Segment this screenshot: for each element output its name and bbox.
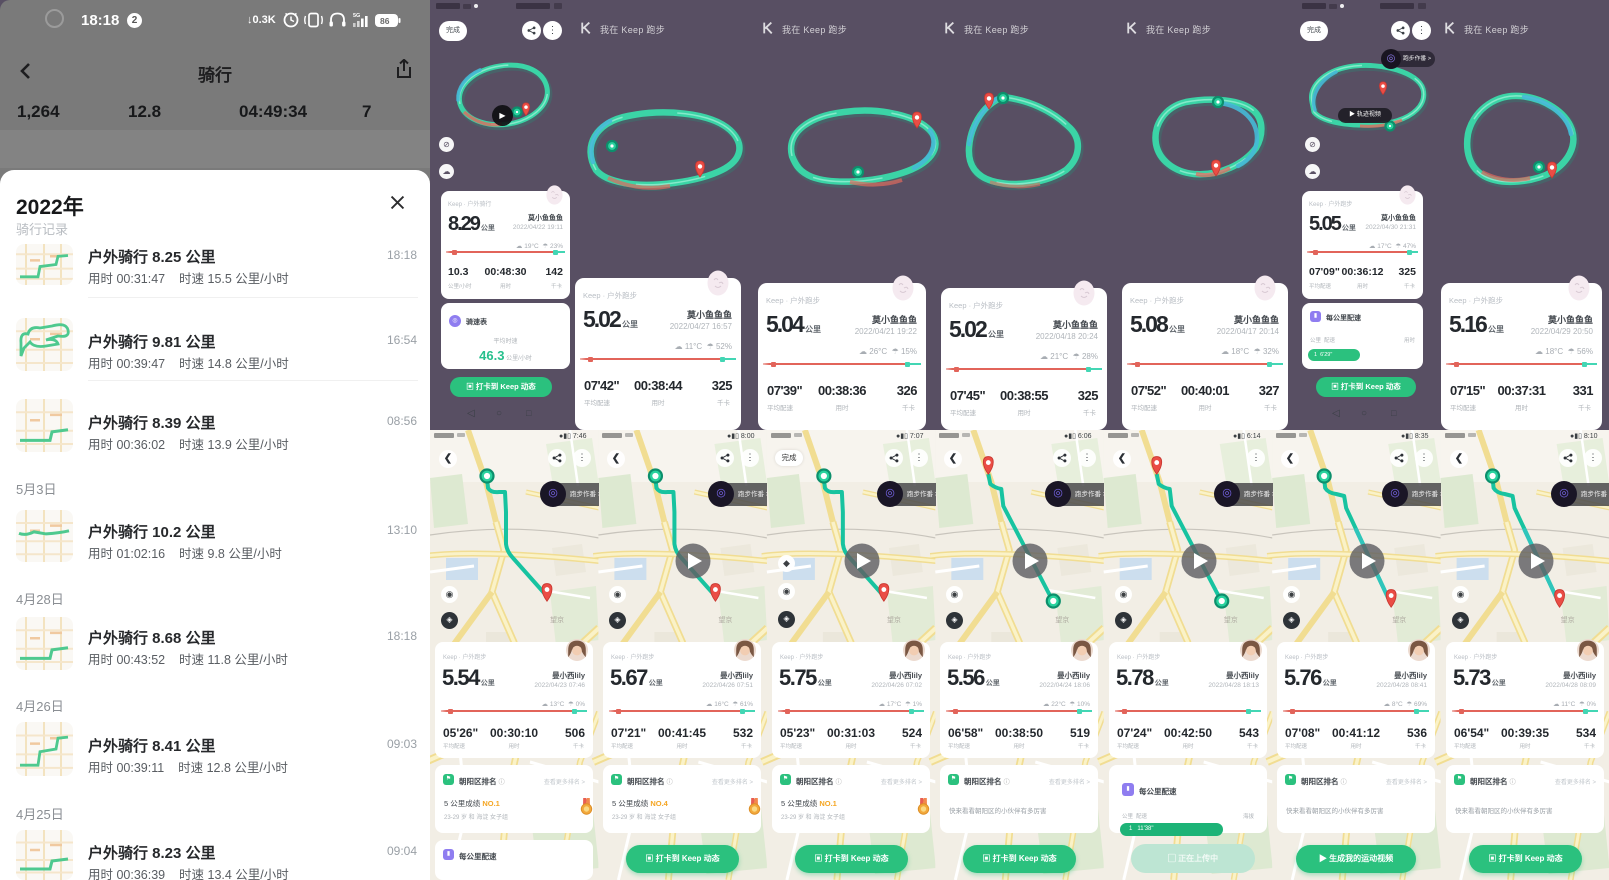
svg-text:86: 86 [380, 16, 390, 26]
svg-text:5G: 5G [353, 13, 360, 19]
